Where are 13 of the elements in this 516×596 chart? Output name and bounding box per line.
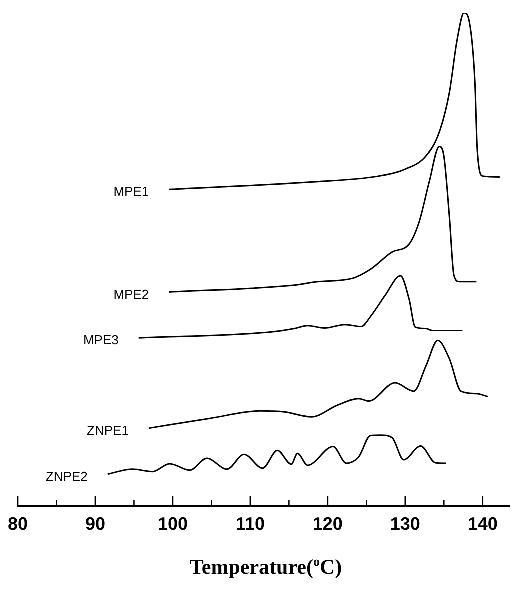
series-label: ZNPE2 bbox=[46, 468, 88, 484]
x-tick-label: 130 bbox=[390, 514, 420, 534]
x-tick-label: 140 bbox=[468, 514, 498, 534]
series-label: MPE3 bbox=[83, 332, 119, 348]
x-tick-label: 110 bbox=[236, 514, 265, 534]
series-label: MPE1 bbox=[114, 184, 150, 200]
x-tick-label: 90 bbox=[85, 514, 106, 534]
x-tick-label: 100 bbox=[158, 514, 188, 534]
x-axis-title: Temperature($^{o}$C) bbox=[188, 554, 344, 580]
series-label: MPE2 bbox=[114, 286, 150, 302]
series-label: ZNPE1 bbox=[87, 423, 129, 438]
x-tick-label: 80 bbox=[8, 514, 28, 534]
x-tick-label: 120 bbox=[312, 514, 343, 534]
